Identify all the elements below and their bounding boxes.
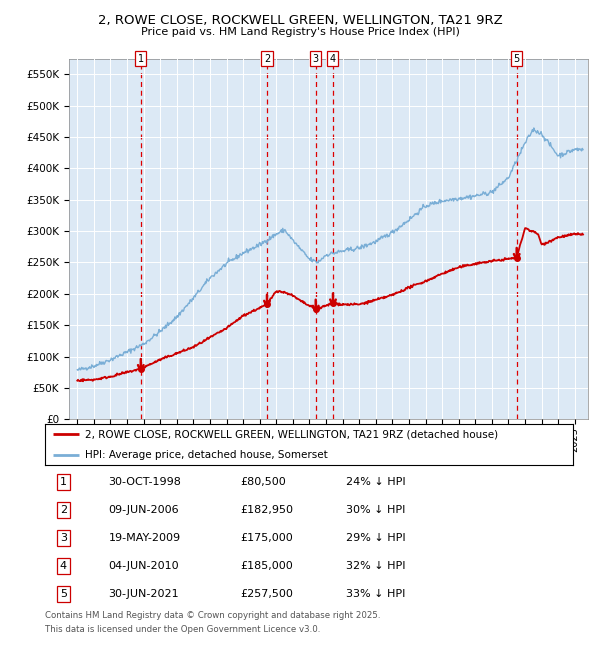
Text: £185,000: £185,000 xyxy=(241,561,293,571)
Text: £175,000: £175,000 xyxy=(241,533,293,543)
Text: 33% ↓ HPI: 33% ↓ HPI xyxy=(346,589,406,599)
Text: 30-OCT-1998: 30-OCT-1998 xyxy=(109,477,181,487)
Text: 19-MAY-2009: 19-MAY-2009 xyxy=(109,533,181,543)
Text: 1: 1 xyxy=(60,477,67,487)
Text: 30% ↓ HPI: 30% ↓ HPI xyxy=(346,505,406,515)
Text: 09-JUN-2006: 09-JUN-2006 xyxy=(109,505,179,515)
Text: 3: 3 xyxy=(313,53,319,64)
Text: 5: 5 xyxy=(60,589,67,599)
Text: 4: 4 xyxy=(60,561,67,571)
Text: 2: 2 xyxy=(264,53,270,64)
Text: 2, ROWE CLOSE, ROCKWELL GREEN, WELLINGTON, TA21 9RZ: 2, ROWE CLOSE, ROCKWELL GREEN, WELLINGTO… xyxy=(98,14,502,27)
Text: £257,500: £257,500 xyxy=(241,589,293,599)
Text: 04-JUN-2010: 04-JUN-2010 xyxy=(109,561,179,571)
Text: Price paid vs. HM Land Registry's House Price Index (HPI): Price paid vs. HM Land Registry's House … xyxy=(140,27,460,37)
Text: 32% ↓ HPI: 32% ↓ HPI xyxy=(346,561,406,571)
Text: HPI: Average price, detached house, Somerset: HPI: Average price, detached house, Some… xyxy=(85,450,328,460)
Text: This data is licensed under the Open Government Licence v3.0.: This data is licensed under the Open Gov… xyxy=(45,625,320,634)
Text: £80,500: £80,500 xyxy=(241,477,286,487)
Text: 2, ROWE CLOSE, ROCKWELL GREEN, WELLINGTON, TA21 9RZ (detached house): 2, ROWE CLOSE, ROCKWELL GREEN, WELLINGTO… xyxy=(85,429,498,439)
Text: 2: 2 xyxy=(60,505,67,515)
Text: 3: 3 xyxy=(60,533,67,543)
Text: 24% ↓ HPI: 24% ↓ HPI xyxy=(346,477,406,487)
Text: £182,950: £182,950 xyxy=(241,505,293,515)
Text: 1: 1 xyxy=(138,53,144,64)
Text: Contains HM Land Registry data © Crown copyright and database right 2025.: Contains HM Land Registry data © Crown c… xyxy=(45,611,380,620)
Text: 4: 4 xyxy=(330,53,336,64)
Text: 5: 5 xyxy=(514,53,520,64)
Text: 30-JUN-2021: 30-JUN-2021 xyxy=(109,589,179,599)
Text: 29% ↓ HPI: 29% ↓ HPI xyxy=(346,533,406,543)
